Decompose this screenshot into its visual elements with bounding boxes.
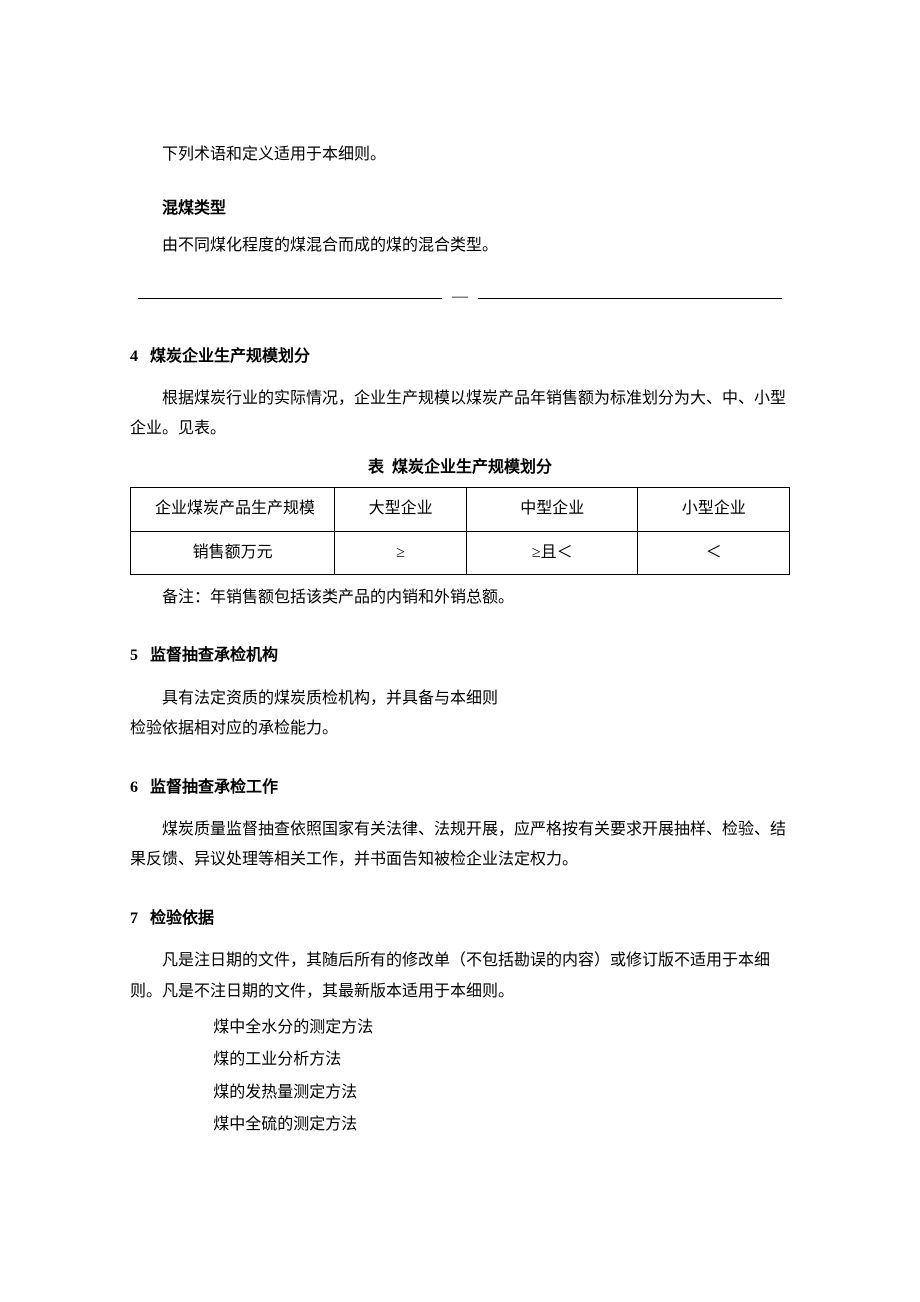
table-caption: 表 煤炭企业生产规模划分 xyxy=(130,453,790,483)
table-cell: 销售额万元 xyxy=(131,531,335,574)
section4-note: 备注：年销售额包括该类产品的内销和外销总额。 xyxy=(130,583,790,613)
divider-line-right xyxy=(478,298,782,299)
list-item: 煤的工业分析方法 xyxy=(130,1045,790,1075)
section4-heading: 4 煤炭企业生产规模划分 xyxy=(130,342,790,372)
section4-num: 4 xyxy=(130,342,138,372)
divider: — xyxy=(130,283,790,314)
section6-heading: 6 监督抽查承检工作 xyxy=(130,773,790,803)
section5-line2: 检验依据相对应的承检能力。 xyxy=(130,714,790,744)
intro-line: 下列术语和定义适用于本细则。 xyxy=(130,140,790,170)
table-row: 销售额万元 ≥ ≥且＜ ＜ xyxy=(131,531,790,574)
table-cell: ≥且＜ xyxy=(467,531,638,574)
section7-title: 检验依据 xyxy=(150,910,214,927)
table-row: 企业煤炭产品生产规模 大型企业 中型企业 小型企业 xyxy=(131,488,790,531)
table-header-cell: 企业煤炭产品生产规模 xyxy=(131,488,335,531)
section4-title: 煤炭企业生产规模划分 xyxy=(150,348,310,365)
table-header-cell: 小型企业 xyxy=(638,488,790,531)
divider-dash: — xyxy=(446,282,474,312)
table-header-cell: 中型企业 xyxy=(467,488,638,531)
section5-heading: 5 监督抽查承检机构 xyxy=(130,641,790,671)
section6-body: 煤炭质量监督抽查依照国家有关法律、法规开展，应严格按有关要求开展抽样、检验、结果… xyxy=(130,815,790,876)
list-item: 煤中全水分的测定方法 xyxy=(130,1013,790,1043)
scale-table: 企业煤炭产品生产规模 大型企业 中型企业 小型企业 销售额万元 ≥ ≥且＜ ＜ xyxy=(130,487,790,575)
section5-num: 5 xyxy=(130,641,138,671)
section7-num: 7 xyxy=(130,904,138,934)
table-header-cell: 大型企业 xyxy=(335,488,467,531)
term-definition: 由不同煤化程度的煤混合而成的煤的混合类型。 xyxy=(130,231,790,261)
section5-title: 监督抽查承检机构 xyxy=(150,647,278,664)
table-caption-prefix: 表 xyxy=(368,459,384,476)
section4-body: 根据煤炭行业的实际情况，企业生产规模以煤炭产品年销售额为标准划分为大、中、小型企… xyxy=(130,384,790,445)
table-caption-text: 煤炭企业生产规模划分 xyxy=(392,459,552,476)
section6-num: 6 xyxy=(130,773,138,803)
list-item: 煤的发热量测定方法 xyxy=(130,1078,790,1108)
section5-line1: 具有法定资质的煤炭质检机构，并具备与本细则 xyxy=(130,684,790,714)
section7-heading: 7 检验依据 xyxy=(130,904,790,934)
table-cell: ≥ xyxy=(335,531,467,574)
section7-body: 凡是注日期的文件，其随后所有的修改单（不包括勘误的内容）或修订版不适用于本细则。… xyxy=(130,946,790,1007)
table-cell: ＜ xyxy=(638,531,790,574)
divider-line-left xyxy=(138,298,442,299)
section6-title: 监督抽查承检工作 xyxy=(150,779,278,796)
term-heading: 混煤类型 xyxy=(130,194,790,224)
list-item: 煤中全硫的测定方法 xyxy=(130,1110,790,1140)
